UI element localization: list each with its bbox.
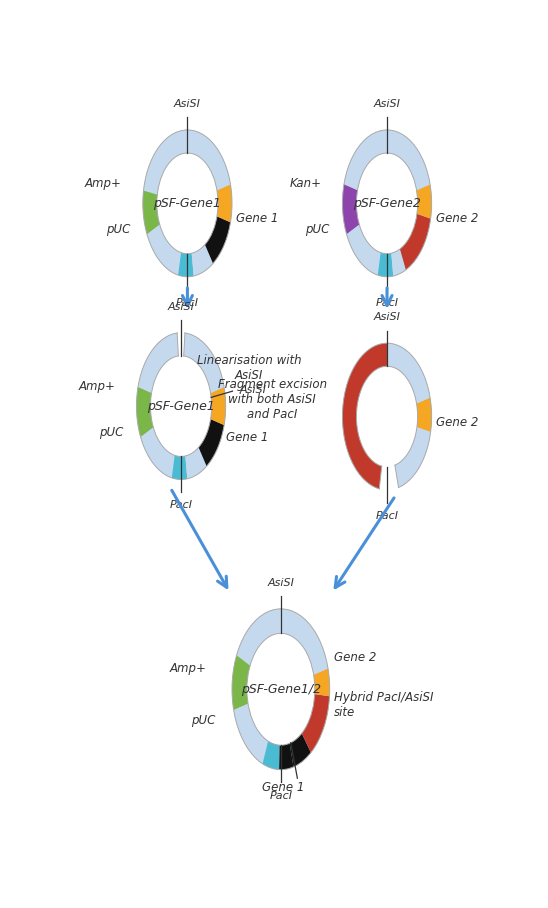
Text: Amp+: Amp+ [170, 662, 207, 675]
Text: Gene 1: Gene 1 [226, 431, 268, 444]
Text: Gene 1: Gene 1 [262, 781, 304, 794]
Polygon shape [237, 609, 278, 666]
Polygon shape [138, 333, 179, 393]
Text: Gene 2: Gene 2 [334, 651, 376, 665]
Polygon shape [395, 427, 431, 488]
Polygon shape [205, 216, 231, 263]
Polygon shape [198, 419, 224, 466]
Text: pUC: pUC [99, 426, 124, 439]
Polygon shape [313, 668, 330, 696]
Text: PacI: PacI [375, 298, 398, 308]
Text: Amp+: Amp+ [85, 177, 122, 191]
Polygon shape [136, 387, 153, 437]
Polygon shape [141, 428, 175, 478]
Polygon shape [416, 398, 432, 432]
Text: pSF-Gene1: pSF-Gene1 [153, 197, 221, 210]
Text: Fragment excision
with both AsiSI
and PacI: Fragment excision with both AsiSI and Pa… [218, 378, 327, 420]
Text: AsiSI: AsiSI [267, 577, 294, 587]
Polygon shape [144, 130, 185, 194]
Polygon shape [185, 448, 207, 479]
Polygon shape [172, 455, 187, 479]
Polygon shape [387, 343, 430, 403]
Polygon shape [184, 333, 224, 393]
Polygon shape [147, 224, 181, 275]
Polygon shape [290, 734, 311, 767]
Text: Gene 2: Gene 2 [436, 212, 478, 225]
Polygon shape [346, 224, 381, 275]
Polygon shape [232, 609, 330, 770]
Polygon shape [383, 130, 430, 191]
Polygon shape [136, 333, 226, 479]
Polygon shape [178, 252, 193, 277]
Text: PacI: PacI [270, 791, 292, 801]
Polygon shape [277, 609, 328, 675]
Polygon shape [378, 252, 393, 277]
Text: AsiSI: AsiSI [374, 99, 401, 109]
Text: pSF-Gene1/2: pSF-Gene1/2 [241, 683, 321, 696]
Text: pSF-Gene2: pSF-Gene2 [353, 197, 421, 210]
Text: pUC: pUC [106, 223, 130, 236]
Polygon shape [342, 343, 432, 489]
Polygon shape [279, 744, 294, 770]
Polygon shape [302, 694, 329, 753]
Text: Gene 2: Gene 2 [436, 416, 478, 429]
Polygon shape [342, 184, 359, 234]
Polygon shape [217, 184, 232, 222]
Text: pUC: pUC [305, 223, 330, 236]
Polygon shape [184, 130, 231, 191]
Text: pUC: pUC [191, 715, 215, 727]
Polygon shape [342, 343, 387, 489]
Polygon shape [210, 387, 226, 425]
Polygon shape [416, 184, 432, 219]
Text: pSF-Gene1: pSF-Gene1 [147, 400, 215, 412]
Polygon shape [400, 213, 431, 270]
Text: AsiSI: AsiSI [374, 312, 401, 322]
Text: AsiSI: AsiSI [239, 385, 266, 395]
Polygon shape [262, 741, 279, 770]
Polygon shape [192, 244, 213, 276]
Text: Hybrid PacI/AsiSI
site: Hybrid PacI/AsiSI site [334, 691, 433, 718]
Text: Kan+: Kan+ [289, 177, 321, 191]
Text: Linearisation with
AsiSI: Linearisation with AsiSI [197, 353, 301, 381]
Polygon shape [233, 704, 268, 764]
Text: PacI: PacI [169, 500, 192, 510]
Text: Gene 1: Gene 1 [236, 212, 278, 225]
Text: AsiSI: AsiSI [174, 99, 201, 109]
Polygon shape [342, 130, 432, 277]
Text: AsiSI: AsiSI [168, 301, 195, 311]
Text: PacI: PacI [375, 511, 398, 521]
Polygon shape [232, 656, 250, 710]
Polygon shape [143, 191, 159, 234]
Text: Amp+: Amp+ [78, 380, 115, 393]
Polygon shape [391, 249, 406, 276]
Text: PacI: PacI [176, 298, 199, 308]
Polygon shape [344, 130, 384, 191]
Polygon shape [143, 130, 232, 277]
